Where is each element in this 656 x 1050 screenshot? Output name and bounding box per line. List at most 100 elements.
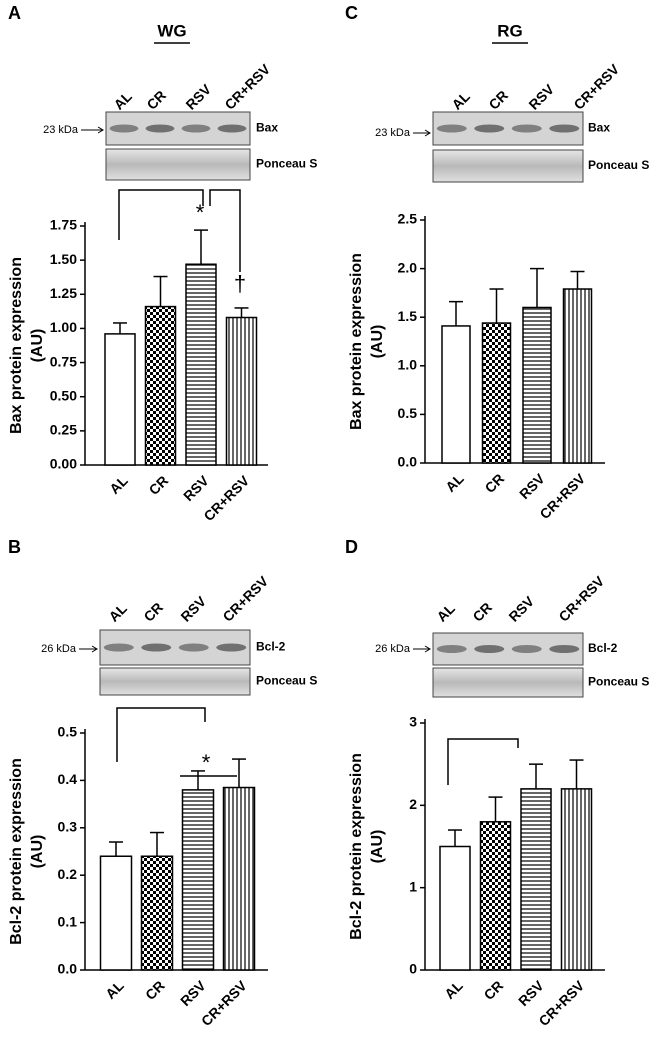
x-tick-label: AL bbox=[106, 472, 131, 497]
y-tick-label: 0.0 bbox=[58, 961, 78, 977]
marker-arrowhead bbox=[424, 645, 431, 653]
significance-bracket bbox=[118, 189, 241, 272]
blot-band bbox=[436, 124, 467, 133]
y-tick-label: 0.00 bbox=[50, 456, 77, 472]
panel-label: B bbox=[8, 537, 21, 557]
y-tick-label: 0.2 bbox=[58, 866, 78, 882]
y-tick-label: 0.4 bbox=[58, 771, 78, 787]
lane-label: RSV bbox=[505, 593, 537, 625]
blot-band bbox=[178, 643, 209, 652]
bar bbox=[562, 288, 593, 464]
x-tick-label: RSV bbox=[515, 977, 547, 1009]
x-tick-label: CR+RSV bbox=[200, 472, 252, 524]
blot-band bbox=[549, 645, 580, 653]
y-tick-label: 0.1 bbox=[58, 913, 78, 929]
x-tick-label: CR bbox=[481, 977, 507, 1003]
significance-bracket bbox=[447, 738, 519, 785]
y-axis-label: Bcl-2 protein expression bbox=[348, 753, 365, 940]
bar bbox=[222, 786, 256, 971]
lane-label: CR bbox=[140, 599, 166, 625]
x-tick-label: CR+RSV bbox=[198, 977, 250, 1029]
bar bbox=[99, 855, 133, 971]
blot-band bbox=[145, 124, 175, 133]
blot-band bbox=[216, 643, 247, 652]
annotation: * bbox=[196, 200, 205, 225]
y-tick-label: 0.25 bbox=[50, 422, 77, 438]
ponceau-blot bbox=[432, 667, 584, 698]
lane-label: AL bbox=[105, 600, 130, 625]
panel-title: RG bbox=[497, 21, 523, 40]
y-axis-label: (AU) bbox=[369, 325, 386, 359]
lane-label: CR+RSV bbox=[570, 61, 622, 113]
blot-band bbox=[474, 124, 505, 133]
marker-arrowhead bbox=[91, 645, 98, 653]
y-tick-label: 1.0 bbox=[398, 357, 418, 373]
y-tick-label: 0.75 bbox=[50, 353, 77, 369]
x-tick-label: CR+RSV bbox=[536, 470, 588, 522]
y-tick-label: 2 bbox=[409, 796, 417, 812]
loading-label: Ponceau S bbox=[588, 675, 649, 689]
y-tick-label: 2.0 bbox=[398, 259, 418, 275]
marker-size: 26 kDa bbox=[41, 643, 77, 655]
lane-label: CR+RSV bbox=[221, 61, 273, 113]
marker-arrowhead bbox=[97, 126, 104, 134]
panel-label: A bbox=[8, 3, 21, 23]
bar bbox=[520, 788, 552, 971]
x-tick-label: AL bbox=[441, 977, 466, 1002]
annotation: † bbox=[234, 271, 246, 296]
bar bbox=[441, 325, 471, 464]
y-axis-label: Bax protein expression bbox=[348, 253, 365, 430]
y-axis-label: Bax protein expression bbox=[8, 257, 25, 434]
blot-band bbox=[549, 124, 580, 133]
lane-label: CR+RSV bbox=[219, 573, 271, 625]
y-axis-label: (AU) bbox=[369, 830, 386, 864]
bar bbox=[481, 322, 512, 464]
blot-band bbox=[181, 124, 211, 133]
blot-band bbox=[436, 645, 467, 653]
y-tick-label: 1.75 bbox=[50, 217, 77, 233]
marker-size: 23 kDa bbox=[43, 124, 79, 136]
annotation: * bbox=[202, 750, 211, 775]
y-tick-label: 0.5 bbox=[58, 724, 78, 740]
lane-label: CR bbox=[469, 599, 495, 625]
blot-band bbox=[103, 643, 134, 652]
loading-label: Ponceau S bbox=[256, 674, 317, 688]
lane-label: CR bbox=[485, 87, 511, 113]
bar bbox=[144, 305, 177, 466]
ponceau-blot bbox=[99, 667, 251, 696]
blot-band bbox=[217, 124, 247, 133]
x-tick-label: CR bbox=[142, 977, 168, 1003]
blot-band bbox=[474, 645, 505, 653]
y-tick-label: 1 bbox=[409, 878, 417, 894]
y-tick-label: 1.50 bbox=[50, 251, 77, 267]
y-tick-label: 0 bbox=[409, 961, 417, 977]
ponceau-blot bbox=[105, 148, 251, 181]
x-tick-label: CR bbox=[482, 470, 508, 496]
lane-label: AL bbox=[448, 88, 473, 113]
bar bbox=[104, 333, 136, 466]
y-tick-label: 0.5 bbox=[398, 405, 418, 421]
lane-label: RSV bbox=[525, 81, 557, 113]
y-tick-label: 0.3 bbox=[58, 819, 78, 835]
y-tick-label: 0.0 bbox=[398, 454, 418, 470]
lane-label: AL bbox=[433, 600, 458, 625]
loading-label: Ponceau S bbox=[588, 158, 649, 172]
protein-label: Bcl-2 bbox=[256, 640, 286, 654]
lane-label: RSV bbox=[177, 593, 209, 625]
protein-label: Bcl-2 bbox=[588, 641, 618, 655]
x-tick-label: RSV bbox=[516, 470, 548, 502]
x-tick-label: RSV bbox=[177, 977, 209, 1009]
bar bbox=[140, 855, 174, 971]
marker-arrowhead bbox=[424, 129, 431, 137]
bar bbox=[439, 845, 471, 971]
marker-size: 26 kDa bbox=[375, 643, 411, 655]
bar bbox=[522, 306, 552, 464]
y-tick-label: 1.00 bbox=[50, 319, 77, 335]
bar bbox=[479, 821, 512, 971]
x-tick-label: CR+RSV bbox=[535, 977, 587, 1029]
lane-label: CR+RSV bbox=[555, 573, 607, 625]
y-axis-label: (AU) bbox=[29, 329, 46, 363]
x-tick-label: AL bbox=[102, 977, 127, 1002]
